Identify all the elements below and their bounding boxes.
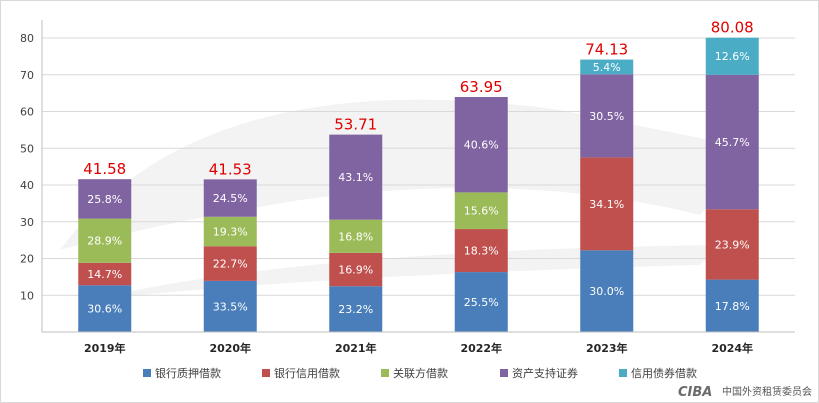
bar-segment (580, 157, 634, 251)
segment-value-label: 15.6% (464, 205, 499, 218)
segment-value-label: 23.2% (338, 303, 373, 316)
legend-label: 银行质押借款 (155, 366, 221, 380)
segment-value-label: 30.5% (589, 110, 624, 123)
y-tick-label: 70 (20, 69, 34, 82)
bar-segment (454, 192, 508, 230)
legend-item: 银行信用借款 (262, 366, 340, 380)
segment-value-label: 16.8% (338, 230, 373, 243)
bar-segment (580, 250, 634, 332)
segment-value-label: 45.7% (715, 136, 750, 149)
bar-segment (203, 216, 257, 247)
segment-value-label: 14.7% (87, 268, 122, 281)
x-tick-label: 2020年 (209, 341, 251, 355)
bar-segment (329, 134, 383, 220)
segment-value-label: 18.3% (464, 245, 499, 258)
footer-logo-text: CIBA (678, 385, 712, 400)
bar-segment (329, 219, 383, 253)
legend-swatch (262, 369, 270, 377)
bar-segment (329, 286, 383, 332)
bar-total-label: 74.13 (585, 41, 628, 59)
segment-value-label: 34.1% (589, 198, 624, 211)
footer-logo: CIBA 中国外资租赁委员会 (678, 385, 812, 400)
y-tick-label: 60 (20, 106, 34, 119)
legend-item: 资产支持证券 (500, 366, 578, 380)
y-tick-label: 30 (20, 216, 34, 229)
legend-label: 信用债券借款 (631, 366, 697, 380)
y-tick-label: 50 (20, 142, 34, 155)
segment-value-label: 22.7% (213, 258, 248, 271)
y-tick-label: 40 (20, 179, 34, 192)
bar-segment (705, 209, 759, 280)
legend-item: 信用债券借款 (619, 366, 697, 380)
y-tick-label: 20 (20, 253, 34, 266)
bar-segment (203, 280, 257, 332)
legend-item: 银行质押借款 (143, 366, 221, 380)
bar-total-label: 63.95 (460, 78, 503, 96)
legend-swatch (143, 369, 151, 377)
legend-swatch (500, 369, 508, 377)
bar-total-label: 80.08 (711, 19, 754, 37)
bar-segment (454, 96, 508, 193)
bar-total-label: 41.53 (209, 160, 252, 178)
segment-value-label: 25.5% (464, 296, 499, 309)
bar-segment (203, 246, 257, 281)
bar-segment (454, 229, 508, 273)
bar-segment (705, 74, 759, 210)
y-tick-label: 80 (20, 32, 34, 45)
footer-org-name: 中国外资租赁委员会 (722, 385, 812, 398)
x-tick-label: 2022年 (460, 341, 502, 355)
bar-segment (78, 179, 132, 219)
bar-segment (203, 179, 257, 217)
segment-value-label: 33.5% (213, 300, 248, 313)
segment-value-label: 12.6% (715, 50, 750, 63)
segment-value-label: 28.9% (87, 235, 122, 248)
segment-value-label: 24.5% (213, 192, 248, 205)
segment-value-label: 17.8% (715, 300, 750, 313)
bar-segment (705, 37, 759, 75)
segment-value-label: 5.4% (593, 61, 621, 74)
segment-value-label: 19.3% (213, 225, 248, 238)
legend-item: 关联方借款 (381, 366, 448, 380)
bar-total-label: 53.71 (334, 116, 377, 134)
bar-segment (78, 262, 132, 286)
segment-value-label: 25.8% (87, 193, 122, 206)
legend-swatch (619, 369, 627, 377)
bar-segment (580, 74, 634, 158)
bar-segment (78, 218, 132, 263)
x-tick-label: 2023年 (586, 341, 628, 355)
bar-total-label: 41.58 (83, 160, 126, 178)
segment-value-label: 23.9% (715, 238, 750, 251)
y-tick-label: 10 (20, 289, 34, 302)
legend-label: 关联方借款 (393, 366, 448, 380)
x-tick-label: 2019年 (84, 341, 126, 355)
segment-value-label: 16.9% (338, 264, 373, 277)
bar-segment (580, 59, 634, 75)
x-tick-label: 2024年 (711, 341, 753, 355)
segment-value-label: 30.6% (87, 303, 122, 316)
bar-segment (329, 252, 383, 287)
x-tick-label: 2021年 (335, 341, 377, 355)
legend-label: 银行信用借款 (274, 366, 340, 380)
segment-value-label: 30.0% (589, 285, 624, 298)
legend-label: 资产支持证券 (512, 366, 578, 380)
segment-value-label: 40.6% (464, 139, 499, 152)
watermark-logo (60, 99, 760, 300)
segment-value-label: 43.1% (338, 171, 373, 184)
bar-segment (454, 272, 508, 332)
bar-segment (78, 285, 132, 332)
bar-segment (705, 279, 759, 332)
legend-swatch (381, 369, 389, 377)
